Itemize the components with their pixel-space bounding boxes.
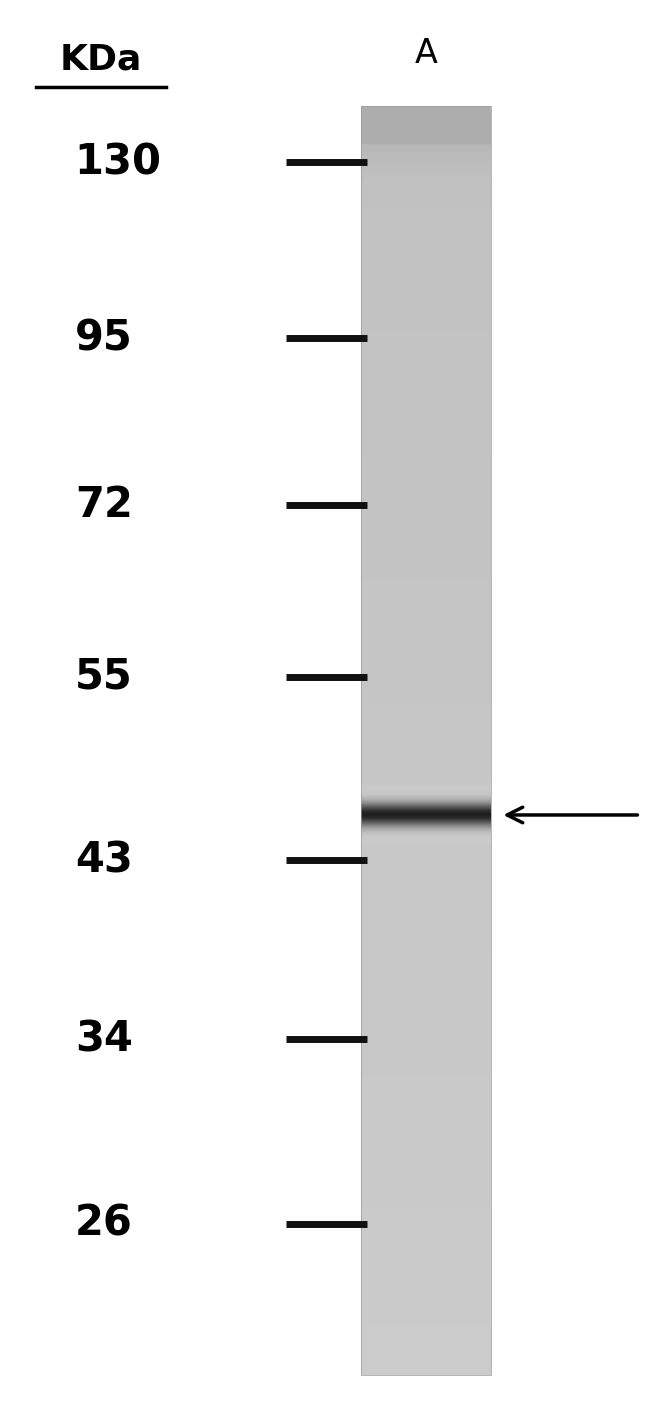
Bar xyxy=(361,106,491,1375)
Text: 55: 55 xyxy=(75,656,133,698)
Text: KDa: KDa xyxy=(60,42,142,76)
Text: 130: 130 xyxy=(75,141,162,183)
Text: 34: 34 xyxy=(75,1018,133,1060)
Text: 26: 26 xyxy=(75,1203,133,1245)
Text: 43: 43 xyxy=(75,839,133,881)
Text: A: A xyxy=(414,37,437,70)
Text: 72: 72 xyxy=(75,484,133,526)
Text: 95: 95 xyxy=(75,317,133,360)
